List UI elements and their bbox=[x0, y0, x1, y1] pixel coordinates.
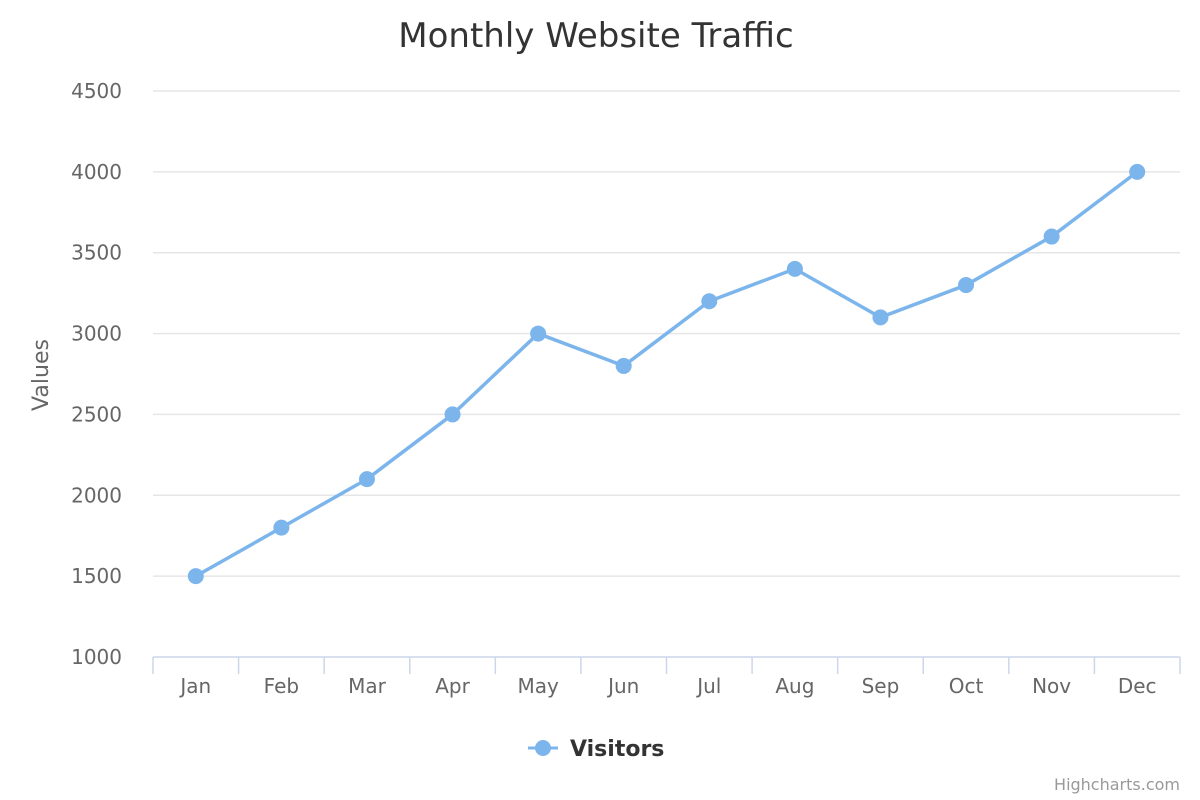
y-tick-label: 4000 bbox=[71, 160, 122, 184]
data-point[interactable] bbox=[187, 568, 204, 585]
chart-title: Monthly Website Traffic bbox=[398, 16, 793, 56]
y-axis-title: Values bbox=[29, 339, 54, 411]
series-line bbox=[194, 170, 1139, 578]
x-tick-label: Dec bbox=[1118, 674, 1157, 698]
data-point[interactable] bbox=[786, 260, 803, 277]
data-point[interactable] bbox=[701, 293, 718, 310]
x-tick-label: Sep bbox=[862, 674, 900, 698]
y-tick-label: 2500 bbox=[71, 402, 122, 426]
x-tick-label: Aug bbox=[775, 674, 814, 698]
data-point[interactable] bbox=[1129, 163, 1146, 180]
x-axis bbox=[152, 656, 1181, 674]
y-tick-label: 1000 bbox=[71, 645, 122, 669]
y-tick-label: 2000 bbox=[71, 483, 122, 507]
legend-item-label[interactable]: Visitors bbox=[570, 737, 664, 762]
y-axis-labels: 1000 1500 2000 2500 3000 3500 4000 4500 bbox=[71, 79, 122, 669]
legend[interactable]: Visitors bbox=[528, 737, 664, 762]
x-tick-label: Apr bbox=[435, 674, 470, 698]
x-axis-labels: Jan Feb Mar Apr May Jun Jul Aug Sep Oct Nov Dec bbox=[178, 674, 1156, 698]
y-tick-label: 4500 bbox=[71, 79, 122, 103]
data-point[interactable] bbox=[358, 471, 375, 488]
x-tick-label: May bbox=[517, 674, 559, 698]
x-tick-label: Jan bbox=[178, 674, 211, 698]
data-point[interactable] bbox=[615, 357, 632, 374]
credits-link[interactable]: Highcharts.com bbox=[1054, 775, 1180, 794]
series-visitors bbox=[187, 163, 1146, 585]
legend-marker-symbol bbox=[535, 740, 551, 756]
x-tick-label: Mar bbox=[348, 674, 387, 698]
x-tick-label: Oct bbox=[949, 674, 984, 698]
data-point[interactable] bbox=[530, 325, 547, 342]
y-tick-label: 1500 bbox=[71, 564, 122, 588]
data-point[interactable] bbox=[872, 309, 889, 326]
y-tick-label: 3500 bbox=[71, 241, 122, 265]
data-point[interactable] bbox=[958, 277, 975, 294]
y-gridlines bbox=[153, 90, 1180, 577]
data-point[interactable] bbox=[273, 519, 290, 536]
y-tick-label: 3000 bbox=[71, 322, 122, 346]
x-tick-label: Jul bbox=[695, 674, 721, 698]
x-tick-label: Jun bbox=[606, 674, 639, 698]
data-point[interactable] bbox=[1043, 228, 1060, 245]
x-tick-label: Nov bbox=[1032, 674, 1071, 698]
data-point[interactable] bbox=[444, 406, 461, 423]
x-tick-label: Feb bbox=[264, 674, 299, 698]
